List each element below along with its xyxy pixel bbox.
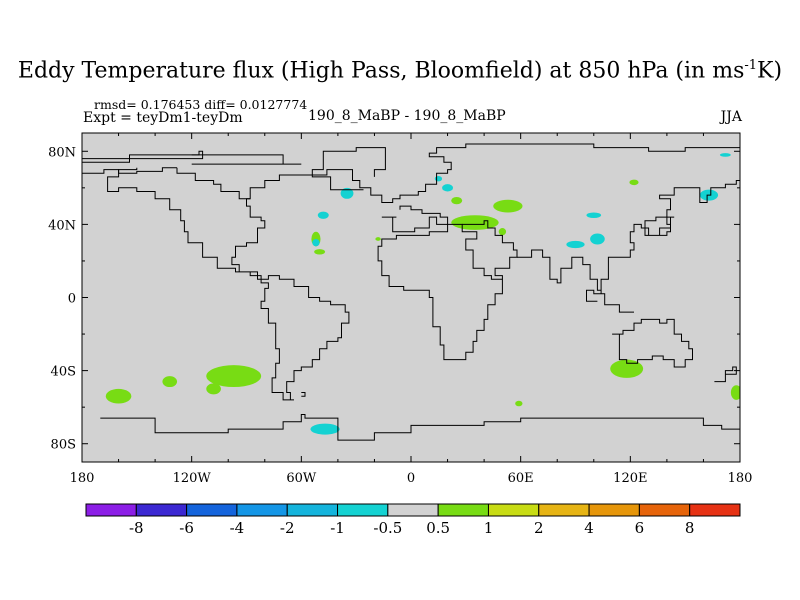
field-patch	[310, 423, 340, 435]
x-tick-label: 60E	[508, 471, 534, 486]
x-tick-label: 120E	[613, 471, 647, 486]
runs-label: 190_8_MaBP - 190_8_MaBP	[308, 108, 506, 124]
x-tick-label: 180	[728, 471, 753, 486]
colorbar-swatch	[387, 503, 439, 517]
field-patch	[566, 240, 585, 249]
map-background	[82, 133, 740, 462]
colorbar-swatch	[538, 503, 590, 517]
field-patch	[206, 383, 221, 395]
field-patch	[314, 249, 326, 255]
coastline	[191, 154, 302, 165]
chart-title: Eddy Temperature flux (High Pass, Bloomf…	[17, 58, 783, 84]
colorbar-label: -2	[280, 519, 295, 537]
colorbar-label: -4	[230, 519, 245, 537]
coastline	[100, 414, 740, 441]
field-patch	[451, 196, 463, 205]
field-patch	[719, 153, 731, 157]
coastline	[311, 147, 386, 191]
colorbar-swatch	[588, 503, 640, 517]
y-tick-label: 0	[68, 292, 76, 307]
field-patch	[586, 212, 602, 218]
colorbar-swatch	[337, 503, 389, 517]
y-tick-label: 40S	[51, 365, 76, 380]
field-patch	[451, 215, 499, 230]
colorbar-label: 2	[534, 519, 544, 537]
x-tick-label: 60W	[286, 471, 317, 486]
coastline	[612, 318, 693, 368]
colorbar-swatch	[689, 503, 741, 517]
colorbar-label: 4	[584, 519, 594, 537]
field-patch	[206, 365, 262, 388]
coastline	[462, 220, 518, 280]
field-patch	[730, 385, 740, 400]
colorbar-label: 8	[685, 519, 695, 537]
field-patch	[312, 239, 320, 247]
field-patch	[590, 233, 605, 245]
field-patch	[340, 187, 354, 199]
y-tick-label: 80S	[51, 438, 76, 453]
colorbar-swatch	[638, 503, 691, 517]
field-patch	[375, 237, 381, 241]
field-patch	[498, 228, 507, 236]
field-patch	[105, 388, 132, 404]
field-patch	[610, 359, 644, 378]
field-patch	[629, 179, 639, 186]
field-patch	[317, 211, 329, 219]
x-tick-label: 0	[407, 471, 415, 486]
colorbar-label: 6	[635, 519, 645, 537]
field-patch	[493, 199, 523, 213]
field-patch	[515, 400, 523, 407]
season-label: JJA	[720, 109, 742, 125]
coastline	[586, 289, 634, 313]
colorbar-swatch	[186, 503, 238, 517]
colorbar-label: 1	[484, 519, 494, 537]
coastline	[714, 366, 737, 383]
stats-label: rmsd= 0.176453 diff= 0.0127774	[94, 97, 308, 112]
coastline	[517, 176, 740, 294]
colorbar-label: -6	[179, 519, 194, 537]
coastline	[377, 205, 503, 361]
coastline	[301, 392, 306, 397]
x-tick-label: 180	[70, 471, 95, 486]
field-patch	[434, 175, 443, 182]
colorbar-swatch	[286, 503, 339, 517]
colorbar-label: -8	[129, 519, 144, 537]
y-tick-label: 80N	[48, 145, 76, 160]
colorbar-label: -0.5	[373, 519, 402, 537]
colorbar-label: 0.5	[426, 519, 450, 537]
colorbar-swatch	[85, 503, 137, 517]
colorbar-swatch	[236, 503, 288, 517]
field-patch	[162, 376, 178, 388]
field-patch	[442, 184, 454, 192]
colorbar-swatch	[135, 503, 188, 517]
colorbar-label: -1	[330, 519, 345, 537]
coastline	[107, 167, 350, 401]
colorbar-swatch	[487, 503, 540, 517]
coastline	[648, 216, 675, 236]
colorbar-swatch	[437, 503, 489, 517]
y-tick-label: 40N	[48, 218, 76, 233]
x-tick-label: 120W	[173, 471, 212, 486]
experiment-label: Expt = teyDm1-teyDm	[83, 110, 243, 126]
